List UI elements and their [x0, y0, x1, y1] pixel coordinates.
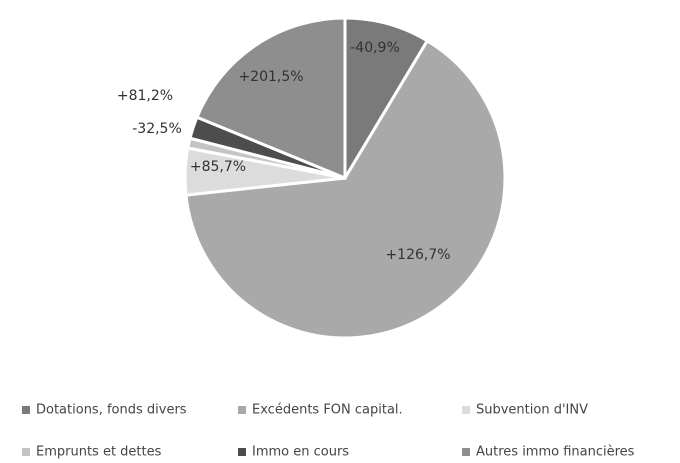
pie-slice [184, 38, 507, 340]
slice-labels: -40,9% +126,7% +85,7% -32,5% +81,2% +201,5% [117, 40, 451, 263]
legend-swatch [238, 406, 246, 414]
legend-swatch [238, 448, 246, 456]
pie [183, 16, 507, 340]
legend-label: Immo en cours [252, 445, 349, 460]
legend-label: Dotations, fonds divers [36, 403, 187, 418]
legend-swatch [462, 406, 470, 414]
slice-label: -32,5% [132, 121, 182, 137]
legend-swatch [462, 448, 470, 456]
legend-swatch [22, 406, 30, 414]
legend-label: Emprunts et dettes [36, 445, 162, 460]
pie-slice [195, 16, 347, 181]
legend-label: Subvention d'INV [476, 403, 588, 418]
slice-label: +126,7% [385, 247, 450, 263]
legend-label: Excédents FON capital. [252, 403, 403, 418]
slice-label: +81,2% [117, 88, 173, 104]
slice-label: +85,7% [190, 159, 246, 175]
slice-label: -40,9% [350, 40, 400, 56]
pie-slice [343, 16, 430, 184]
slice-label: +201,5% [238, 69, 303, 85]
legend-swatch [22, 448, 30, 456]
legend-label: Autres immo financières [476, 445, 635, 460]
legend: Dotations, fonds divers Excédents FON cap… [22, 403, 635, 460]
